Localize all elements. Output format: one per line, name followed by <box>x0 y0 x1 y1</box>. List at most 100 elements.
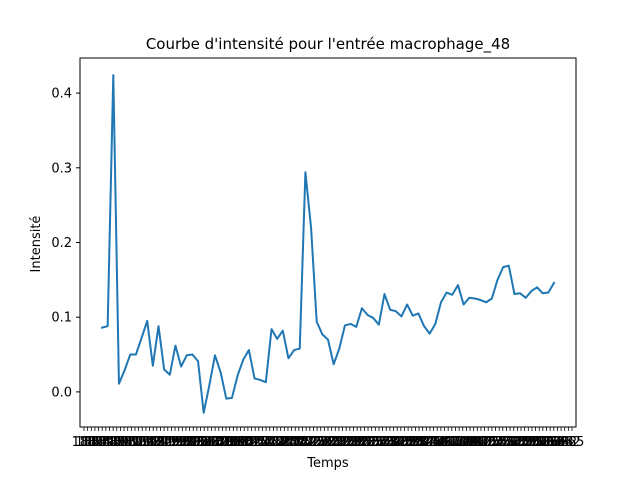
x-tick-label: 260 <box>501 435 526 450</box>
x-tick-label: 237 <box>410 435 435 450</box>
x-tick-label: 250 <box>443 435 468 450</box>
x-tick-label: 207 <box>232 435 257 450</box>
x-tick-label: 263 <box>545 435 570 450</box>
x-tick-label: 227 <box>352 435 377 450</box>
x-tick-label: 222 <box>319 435 344 450</box>
x-tick-label: 218 <box>283 435 308 450</box>
x-tick-label: 224 <box>305 435 330 450</box>
x-tick-label: 260 <box>505 435 530 450</box>
x-tick-label: 255 <box>472 435 497 450</box>
x-tick-label: 249 <box>450 435 475 450</box>
x-tick-label: 264 <box>538 435 563 450</box>
x-tick-label: 240 <box>388 435 413 450</box>
x-tick-label: 263 <box>549 435 574 450</box>
x-tick-label: 187 <box>119 435 144 450</box>
x-tick-label: 189 <box>104 435 129 450</box>
x-tick-label: 203 <box>195 435 220 450</box>
x-tick-label: 200 <box>152 435 177 450</box>
x-tick-label: 190 <box>97 435 122 450</box>
x-tick-label: 197 <box>174 435 199 450</box>
x-tick-label: 188 <box>72 435 97 450</box>
x-tick-label: 219 <box>276 435 301 450</box>
x-tick-label: 248 <box>461 435 486 450</box>
y-tick-label: 0.1 <box>51 311 72 326</box>
series-layer <box>100 74 556 414</box>
x-tick-label: 242 <box>439 435 464 450</box>
x-tick-label: 194 <box>130 435 155 450</box>
x-tick-label: 262 <box>556 435 581 450</box>
x-tick-label: 204 <box>188 435 213 450</box>
x-tick-label: 245 <box>418 435 443 450</box>
x-tick-label: 230 <box>330 435 355 450</box>
x-tick-label: 214 <box>246 435 271 450</box>
x-tick-label: 212 <box>261 435 286 450</box>
x-tick-label: 233 <box>370 435 395 450</box>
chart-title: Courbe d'intensité pour l'entrée macroph… <box>146 35 510 54</box>
x-tick-label: 247 <box>465 435 490 450</box>
x-tick-label: 220 <box>268 435 293 450</box>
x-tick-label: 259 <box>509 435 534 450</box>
x-tick-label: 244 <box>421 435 446 450</box>
x-tick-label: 259 <box>512 435 537 450</box>
x-tick-label: 208 <box>225 435 250 450</box>
x-tick-label: 228 <box>341 435 366 450</box>
x-tick-label: 213 <box>254 435 279 450</box>
x-tick-label: 248 <box>458 435 483 450</box>
x-tick-label: 234 <box>363 435 388 450</box>
x-tick-label: 215 <box>243 435 268 450</box>
x-tick-label: 207 <box>235 435 260 450</box>
x-tick-label: 184 <box>86 435 111 450</box>
x-tick-label: 239 <box>392 435 417 450</box>
x-axis-label: Temps <box>306 456 349 471</box>
x-tick-label: 209 <box>217 435 242 450</box>
x-tick-label: 254 <box>479 435 504 450</box>
plot-area <box>80 58 576 427</box>
x-tick-label: 188 <box>108 435 133 450</box>
x-tick-label: 252 <box>494 435 519 450</box>
x-tick-label: 187 <box>115 435 140 450</box>
x-tick-label: 229 <box>334 435 359 450</box>
x-tick-label: 235 <box>359 435 384 450</box>
x-tick-label: 185 <box>83 435 108 450</box>
x-tick-label: 262 <box>552 435 577 450</box>
x-tick-label: 217 <box>290 435 315 450</box>
x-tick-label: 204 <box>192 435 217 450</box>
x-tick-label: 210 <box>214 435 239 450</box>
x-tick-label: 222 <box>323 435 348 450</box>
x-tick-label: 265 <box>530 435 555 450</box>
x-tick-label: 202 <box>203 435 228 450</box>
x-tick-label: 186 <box>75 435 100 450</box>
x-tick-label: 230 <box>327 435 352 450</box>
x-tick-label: 249 <box>454 435 479 450</box>
x-tick-label: 195 <box>126 435 151 450</box>
x-tick-label: 239 <box>396 435 421 450</box>
x-tick-label: 225 <box>297 435 322 450</box>
x-tick-label: 184 <box>90 435 115 450</box>
x-tick-label: 185 <box>79 435 104 450</box>
x-tick-label: 243 <box>432 435 457 450</box>
y-tick-label: 0.2 <box>51 236 72 251</box>
x-tick-label: 189 <box>101 435 126 450</box>
x-tick-label: 192 <box>144 435 169 450</box>
x-tick-label: 229 <box>337 435 362 450</box>
x-tick-label: 264 <box>541 435 566 450</box>
x-tick-label: 243 <box>428 435 453 450</box>
x-tick-label: 244 <box>425 435 450 450</box>
x-tick-label: 194 <box>133 435 158 450</box>
x-tick-label: 198 <box>170 435 195 450</box>
x-tick-label: 265 <box>534 435 559 450</box>
x-tick-label: 227 <box>348 435 373 450</box>
x-tick-label: 200 <box>155 435 180 450</box>
x-tick-label: 205 <box>184 435 209 450</box>
x-tick-label: 199 <box>163 435 188 450</box>
x-tick-label: 209 <box>221 435 246 450</box>
y-axis-ticks: 0.0 0.1 0.2 0.3 0.4 <box>51 87 80 400</box>
x-tick-label: 254 <box>483 435 508 450</box>
x-tick-label: 205 <box>181 435 206 450</box>
x-tick-label: 199 <box>159 435 184 450</box>
x-tick-label: 219 <box>279 435 304 450</box>
x-tick-label: 208 <box>228 435 253 450</box>
x-tick-label: 202 <box>206 435 231 450</box>
x-tick-label: 197 <box>177 435 202 450</box>
x-tick-label: 265 <box>560 435 585 450</box>
